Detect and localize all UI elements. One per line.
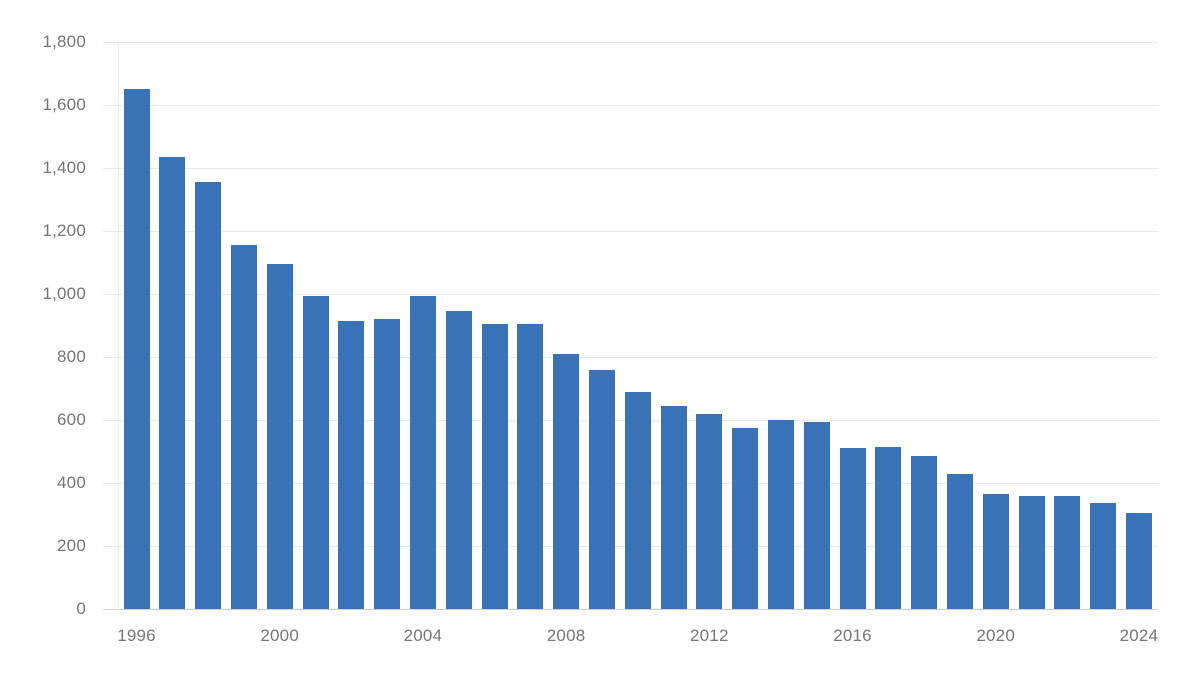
bar-1997 xyxy=(159,156,186,609)
y-tick-label: 200 xyxy=(57,536,86,555)
y-tick-label: 1,000 xyxy=(42,284,86,303)
bar-2009 xyxy=(588,369,615,609)
bar-2000 xyxy=(266,264,293,609)
bar-2002 xyxy=(338,320,365,609)
gridline xyxy=(103,230,1158,232)
x-axis-baseline xyxy=(103,608,1158,610)
bar-2018 xyxy=(911,456,938,609)
y-axis-line xyxy=(118,42,119,609)
bar-2024 xyxy=(1125,512,1152,609)
bar-2004 xyxy=(409,295,436,609)
bar-2022 xyxy=(1054,495,1081,609)
x-tick-label-2000: 2000 xyxy=(260,626,299,645)
bar-2011 xyxy=(660,405,687,609)
bar-2020 xyxy=(982,494,1009,609)
x-tick-label-2024: 2024 xyxy=(1119,626,1159,645)
x-tick-label-2004: 2004 xyxy=(403,626,443,645)
bar-2007 xyxy=(517,323,544,609)
bar-2005 xyxy=(445,311,472,609)
bar-2008 xyxy=(553,353,580,609)
y-tick-label: 1,600 xyxy=(42,95,86,114)
x-tick-label-2008: 2008 xyxy=(546,626,586,645)
bar-2014 xyxy=(767,420,794,609)
y-tick-label: 600 xyxy=(57,410,86,429)
bar-2016 xyxy=(839,448,866,609)
bar-1998 xyxy=(195,182,222,609)
x-tick-label-1996: 1996 xyxy=(117,626,156,645)
x-tick-label-2012: 2012 xyxy=(689,626,729,645)
gridline xyxy=(103,293,1158,295)
bar-1999 xyxy=(230,245,257,609)
bar-2012 xyxy=(696,413,723,609)
bar-2013 xyxy=(732,427,759,609)
x-tick-label-2020: 2020 xyxy=(976,626,1015,645)
bar-2023 xyxy=(1090,503,1117,609)
y-tick-label: 800 xyxy=(57,347,86,366)
bar-2003 xyxy=(374,319,401,609)
bar-2006 xyxy=(481,323,508,609)
bar-2001 xyxy=(302,295,329,609)
y-tick-label: 0 xyxy=(76,599,86,618)
x-tick-label-2016: 2016 xyxy=(833,626,872,645)
y-tick-label: 1,400 xyxy=(42,158,86,177)
gridline xyxy=(103,356,1158,358)
y-tick-label: 400 xyxy=(57,473,86,492)
bar-2010 xyxy=(624,391,651,609)
y-tick-label: 1,200 xyxy=(42,221,86,240)
gridline xyxy=(103,167,1158,169)
bar-1996 xyxy=(123,89,150,609)
gridline xyxy=(103,41,1158,43)
bar-2019 xyxy=(946,473,973,609)
gridline xyxy=(103,104,1158,106)
bar-2017 xyxy=(875,446,902,609)
y-tick-label: 1,800 xyxy=(42,32,86,51)
bar-2021 xyxy=(1018,495,1045,609)
bar-2015 xyxy=(803,421,830,609)
